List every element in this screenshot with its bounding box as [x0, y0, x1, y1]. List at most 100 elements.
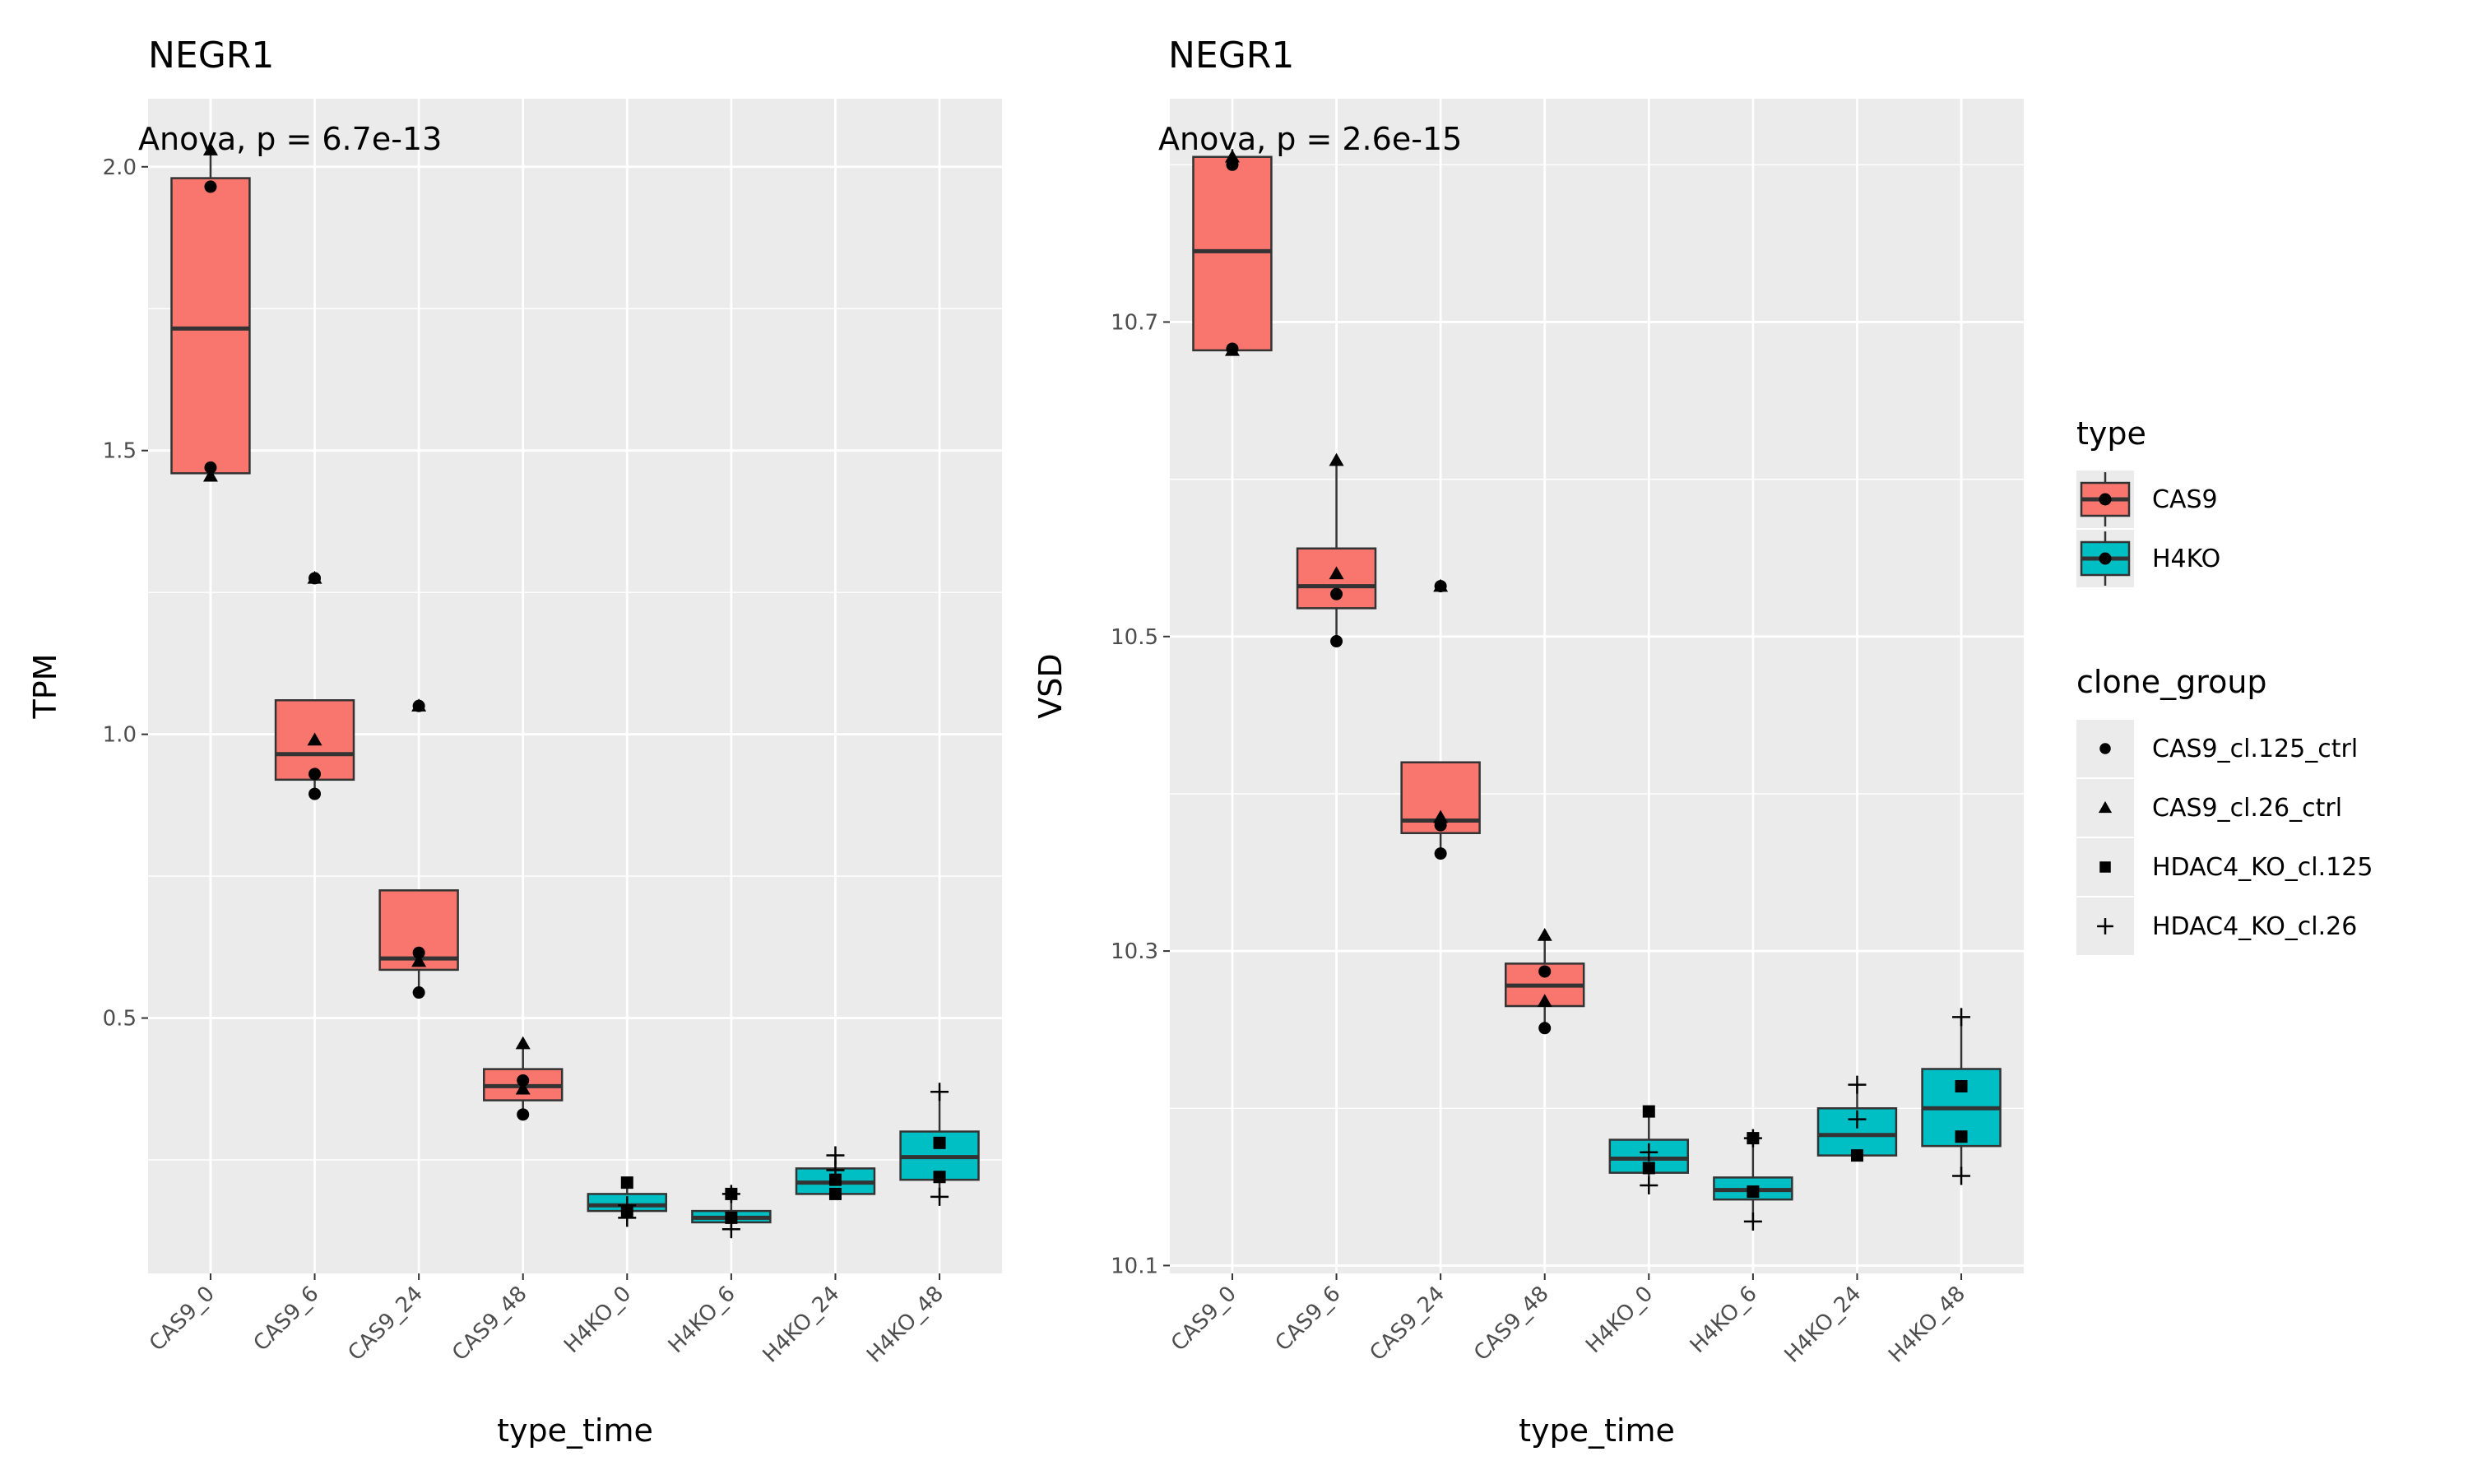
anova-annotation: Anova, p = 2.6e-15: [1158, 121, 1462, 157]
data-point: [412, 946, 425, 959]
data-point: [1329, 452, 1344, 466]
data-point: [1329, 566, 1344, 580]
legend-item-circle: CAS9_cl.125_ctrl: [2076, 720, 2358, 777]
x-tick-label: CAS9_24: [1365, 1282, 1450, 1366]
panel-background: [1170, 99, 2024, 1273]
x-tick-label: H4KO_0: [559, 1282, 636, 1358]
data-point: [1848, 1110, 1867, 1129]
data-point: [517, 1108, 530, 1121]
x-tick-label: H4KO_48: [1884, 1282, 1970, 1368]
data-point: [618, 1208, 637, 1227]
chart-title: NEGR1: [1168, 35, 1294, 77]
x-axis-title: type_time: [1519, 1412, 1675, 1449]
legend-type-title: type: [2076, 415, 2146, 452]
x-tick-label: CAS9_0: [1167, 1282, 1241, 1356]
data-point: [515, 1081, 531, 1095]
data-point: [1640, 1143, 1658, 1162]
legend-item-H4KO: H4KO: [2076, 530, 2220, 587]
data-point: [1537, 927, 1552, 941]
data-point: [1537, 994, 1552, 1008]
y-tick-label: 2.0: [103, 155, 137, 180]
data-point: [1952, 1166, 1971, 1185]
data-point: [725, 1187, 738, 1200]
data-point: [307, 570, 322, 584]
data-point: [308, 787, 322, 800]
x-tick-label: H4KO_6: [1686, 1282, 1762, 1358]
data-point: [1538, 1022, 1552, 1035]
data-point: [308, 768, 322, 781]
x-tick-label: H4KO_6: [664, 1282, 740, 1358]
data-point: [515, 1036, 531, 1050]
legend-key-marker: [2099, 861, 2111, 873]
box-CAS9_0: [1192, 149, 1273, 352]
x-axis-title: type_time: [497, 1412, 653, 1449]
data-point: [1226, 158, 1239, 171]
data-point: [828, 1173, 842, 1186]
data-point: [1642, 1162, 1655, 1175]
data-point: [930, 1187, 949, 1206]
legend-item-triangle: CAS9_cl.26_ctrl: [2076, 779, 2342, 837]
data-point: [202, 468, 218, 482]
data-point: [1642, 1105, 1655, 1118]
data-point: [1743, 1212, 1762, 1231]
data-point: [620, 1176, 633, 1190]
legend-label: CAS9: [2152, 485, 2218, 514]
data-point: [1330, 587, 1343, 601]
data-point: [1955, 1130, 1968, 1143]
legend-key-marker: [2098, 800, 2113, 814]
data-point: [1955, 1080, 1968, 1093]
data-point: [517, 1074, 530, 1087]
x-tick-label: H4KO_48: [862, 1282, 949, 1368]
data-point: [725, 1211, 738, 1224]
y-tick-label: 0.5: [103, 1007, 137, 1032]
legend-key-marker: [2099, 743, 2111, 754]
x-tick-label: CAS9_48: [1469, 1282, 1554, 1366]
data-point: [1224, 149, 1240, 163]
legend-key-marker: [2097, 918, 2113, 934]
data-point: [1330, 635, 1343, 648]
legend-clone-title: clone_group: [2076, 664, 2267, 700]
data-point: [721, 1220, 740, 1239]
y-tick-label: 10.1: [1111, 1254, 1158, 1278]
x-tick-label: CAS9_6: [1271, 1282, 1346, 1356]
x-tick-label: CAS9_24: [343, 1282, 428, 1366]
x-tick-label: H4KO_0: [1581, 1282, 1658, 1358]
data-point: [1224, 342, 1240, 356]
data-point: [828, 1187, 842, 1200]
data-point: [933, 1171, 946, 1184]
box-body: [1192, 155, 1273, 352]
legend-item-square: HDAC4_KO_cl.125: [2076, 838, 2373, 896]
box-CAS9_0: [170, 150, 251, 475]
data-point: [412, 986, 425, 999]
data-point: [1952, 1008, 1971, 1027]
anova-annotation: Anova, p = 6.7e-13: [138, 121, 442, 157]
x-tick-label: CAS9_48: [448, 1282, 532, 1366]
data-point: [411, 953, 427, 967]
data-point: [1433, 809, 1449, 823]
data-point: [930, 1083, 949, 1101]
data-point: [1434, 847, 1447, 860]
y-tick-label: 10.5: [1111, 625, 1158, 650]
y-axis-title: TPM: [27, 654, 63, 720]
data-point: [1434, 819, 1447, 832]
y-tick-label: 10.3: [1111, 939, 1158, 964]
data-point: [202, 142, 218, 155]
data-point: [1848, 1075, 1867, 1094]
legend-key-point: [2099, 552, 2112, 565]
legend-label: HDAC4_KO_cl.26: [2152, 912, 2357, 941]
x-tick-label: CAS9_6: [249, 1282, 324, 1356]
data-point: [411, 698, 427, 712]
x-tick-label: H4KO_24: [1780, 1282, 1867, 1368]
legend-item-CAS9: CAS9: [2076, 471, 2218, 528]
legend: type CAS9 H4KO clone_group CAS9_cl.125_ctrl C…: [2076, 415, 2373, 955]
legend-label: CAS9_cl.125_ctrl: [2152, 735, 2358, 763]
data-point: [1850, 1149, 1863, 1162]
data-point: [307, 732, 322, 746]
legend-label: HDAC4_KO_cl.125: [2152, 853, 2373, 882]
data-point: [204, 461, 217, 474]
data-point: [1747, 1185, 1760, 1199]
data-point: [1747, 1132, 1760, 1145]
legend-item-plus: HDAC4_KO_cl.26: [2076, 897, 2357, 955]
